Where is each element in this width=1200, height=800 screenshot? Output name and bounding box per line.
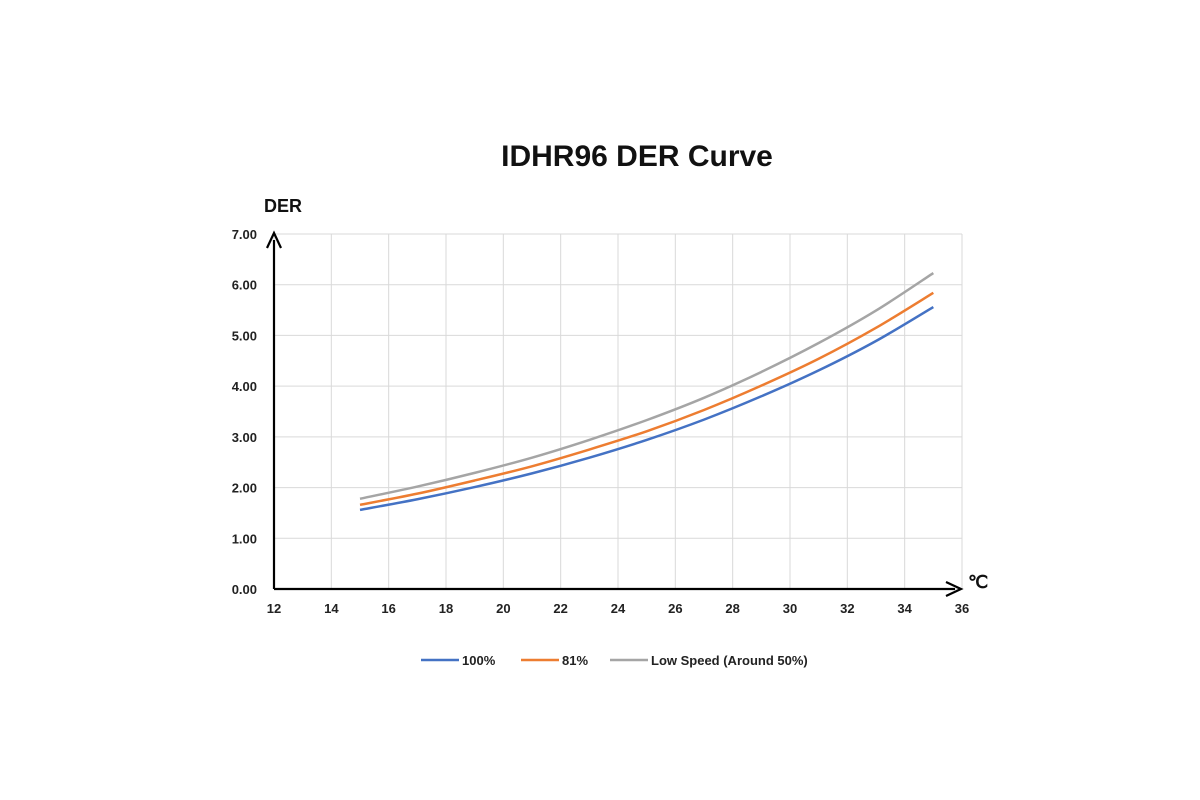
x-tick-label: 14 bbox=[324, 601, 339, 616]
series-line-0 bbox=[359, 305, 934, 512]
x-tick-label: 32 bbox=[840, 601, 854, 616]
y-tick-label: 6.00 bbox=[232, 278, 257, 293]
y-tick-label: 3.00 bbox=[232, 430, 257, 445]
x-tick-label: 22 bbox=[553, 601, 567, 616]
series-lines bbox=[359, 272, 935, 512]
tick-labels: 12 14 16 18 20 22 24 26 28 30 32 34 36 0.00 1.00 2.00 3.… bbox=[232, 227, 970, 616]
x-tick-label: 30 bbox=[783, 601, 797, 616]
x-tick-label: 20 bbox=[496, 601, 510, 616]
y-tick-label: 4.00 bbox=[232, 379, 257, 394]
x-tick-label: 24 bbox=[611, 601, 626, 616]
legend: 100% 81% Low Speed (Around 50%) bbox=[421, 653, 808, 668]
x-tick-label: 18 bbox=[439, 601, 453, 616]
x-tick-label: 26 bbox=[668, 601, 682, 616]
x-tick-label: 12 bbox=[267, 601, 281, 616]
y-tick-label: 0.00 bbox=[232, 582, 257, 597]
series-line-2 bbox=[359, 272, 935, 500]
x-tick-label: 28 bbox=[725, 601, 739, 616]
y-tick-label: 2.00 bbox=[232, 481, 257, 496]
series-line-1 bbox=[359, 291, 934, 507]
x-tick-label: 36 bbox=[955, 601, 969, 616]
legend-label: 100% bbox=[462, 653, 496, 668]
x-axis-label: ℃ bbox=[968, 572, 988, 592]
legend-label: Low Speed (Around 50%) bbox=[651, 653, 808, 668]
gridlines bbox=[273, 233, 963, 590]
axes bbox=[266, 230, 964, 597]
x-axis-arrow-icon bbox=[945, 581, 964, 597]
y-axis-label: DER bbox=[264, 196, 302, 216]
y-tick-label: 1.00 bbox=[232, 531, 257, 546]
y-tick-label: 7.00 bbox=[232, 227, 257, 242]
x-tick-label: 34 bbox=[897, 601, 912, 616]
x-tick-label: 16 bbox=[381, 601, 395, 616]
y-tick-label: 5.00 bbox=[232, 328, 257, 343]
y-axis-arrow-icon bbox=[266, 230, 282, 249]
chart-title: IDHR96 DER Curve bbox=[501, 140, 773, 173]
legend-label: 81% bbox=[562, 653, 588, 668]
